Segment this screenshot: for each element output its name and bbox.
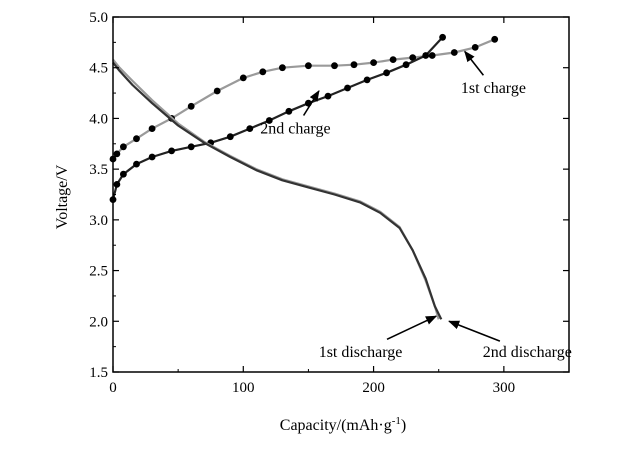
series-2nd-charge-point	[148, 153, 156, 161]
series-2nd-charge-point	[168, 147, 176, 155]
annotation-2nd-discharge-label: 2nd discharge	[483, 344, 572, 361]
annotation-2nd-charge-arrow	[302, 90, 320, 116]
series-1st-charge-point	[350, 61, 358, 69]
x-tick-label: 300	[493, 380, 516, 396]
series-1st-charge-point	[187, 102, 195, 110]
series-1st-charge-point	[120, 143, 127, 151]
annotation-2nd-discharge-arrow	[448, 320, 501, 342]
series-1st-charge-point	[148, 125, 156, 132]
annotation-1st-charge-arrow	[464, 50, 485, 76]
series-2nd-charge-point	[439, 33, 446, 41]
x-tick-label: 100	[232, 380, 255, 396]
series-1st-charge-point	[389, 56, 397, 63]
annotation-1st-discharge-label: 1st discharge	[319, 344, 403, 361]
series-1st-charge-point	[259, 68, 267, 76]
series-2nd-charge-point	[344, 84, 351, 92]
y-tick-label: 3.0	[89, 213, 108, 229]
series-2nd-charge-point	[226, 133, 234, 141]
annotation-1st-charge-label: 1st charge	[461, 80, 526, 97]
plot-layer	[109, 33, 499, 320]
x-tick-label: 200	[362, 380, 385, 396]
y-tick-label: 3.5	[89, 162, 108, 178]
series-2nd-charge-point	[187, 143, 195, 151]
series-1st-charge-point	[113, 150, 121, 158]
y-tick-label: 4.0	[89, 111, 108, 127]
series-2nd-charge-point	[285, 107, 293, 115]
series-2nd-charge-point	[133, 160, 140, 168]
series-2nd-charge-point	[265, 117, 273, 124]
x-tick-label: 0	[109, 380, 117, 396]
annotation-2nd-charge-label: 2nd charge	[260, 121, 330, 138]
y-tick-label: 5.0	[89, 10, 108, 26]
series-1st-charge-point	[133, 135, 140, 143]
series-2nd-charge-point	[383, 69, 390, 77]
series-1st-charge-point	[239, 74, 247, 82]
y-tick-label: 4.5	[89, 61, 108, 77]
series-2nd-charge-point	[113, 181, 121, 188]
series-1st-charge-point	[213, 87, 221, 95]
series-1st-charge-point	[471, 44, 479, 51]
x-axis-title: Capacity/(mAh·g-1)	[280, 415, 406, 434]
series-2nd-charge-point	[422, 52, 430, 59]
y-tick-label: 1.5	[89, 365, 108, 381]
annotation-1st-discharge-arrow	[386, 315, 438, 341]
series-2nd-charge-point	[363, 76, 371, 84]
series-1st-charge-line	[112, 38, 496, 160]
y-tick-label: 2.5	[89, 264, 108, 280]
series-1st-charge-point	[279, 64, 286, 72]
series-2nd-discharge-line	[112, 61, 443, 320]
series-1st-charge-point	[305, 62, 312, 70]
y-tick-label: 2.0	[89, 314, 108, 330]
series-1st-charge-point	[331, 62, 338, 70]
series-1st-charge-point	[370, 59, 377, 66]
y-axis-title: Voltage/V	[54, 164, 71, 229]
series-2nd-charge-point	[246, 125, 254, 132]
series-2nd-charge-point	[324, 92, 332, 100]
series-1st-charge-point	[409, 54, 417, 61]
series-1st-discharge-line	[112, 58, 440, 320]
series-1st-charge-point	[450, 49, 458, 56]
series-1st-charge-point	[491, 35, 499, 43]
series-2nd-charge-point	[120, 170, 127, 178]
series-2nd-charge-point	[402, 61, 410, 69]
series-1st-charge-point	[428, 52, 436, 59]
annotation-layer: 1st charge 2nd charge 1st discharge 2nd dis…	[260, 50, 572, 361]
axes-layer: 0 100 200 300 1.5 2.0 2.5 3.0 3.5 4.0 4.5 5.0	[89, 10, 570, 396]
